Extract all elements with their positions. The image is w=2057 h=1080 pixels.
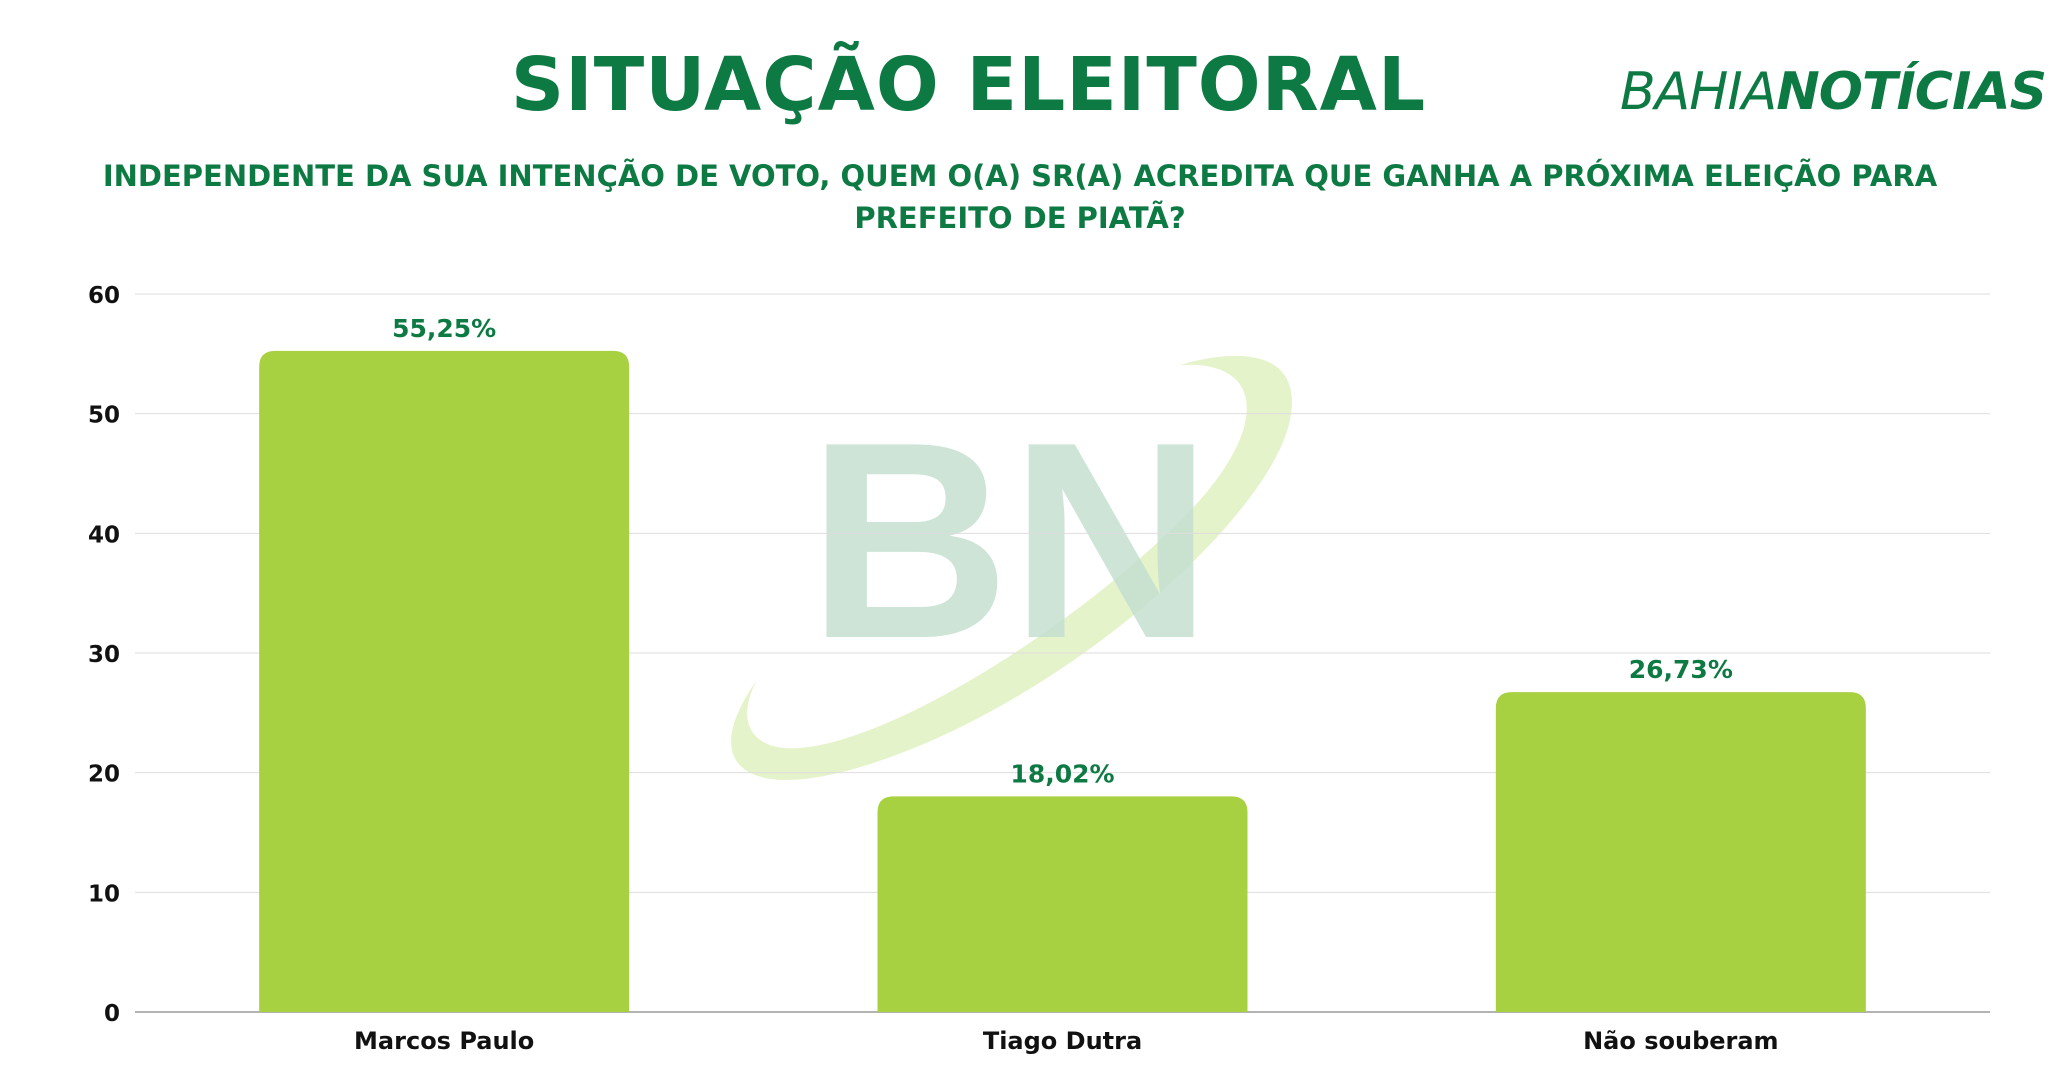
page-title: SITUAÇÃO ELEITORAL (510, 42, 1427, 128)
y-tick-label: 30 (88, 642, 120, 668)
watermark-text: BN (808, 385, 1212, 697)
brand-part2: NOTÍCIAS (1776, 62, 2047, 122)
bar (259, 350, 630, 1012)
category-label: Não souberam (1583, 1027, 1778, 1055)
data-label: 18,02% (1010, 759, 1114, 788)
y-tick-label: 60 (88, 283, 120, 309)
bar (1495, 692, 1866, 1012)
chart-subtitle: INDEPENDENTE DA SUA INTENÇÃO DE VOTO, QU… (102, 159, 1938, 236)
data-label: 26,73% (1629, 655, 1733, 684)
y-tick-label: 20 (88, 762, 120, 788)
bar (877, 796, 1248, 1012)
category-label: Tiago Dutra (983, 1027, 1142, 1055)
y-tick-label: 10 (88, 881, 120, 907)
category-label: Marcos Paulo (354, 1027, 534, 1055)
y-tick-label: 0 (104, 1001, 120, 1027)
data-label: 55,25% (392, 314, 496, 343)
watermark-swoosh (731, 355, 1292, 780)
y-tick-label: 50 (88, 403, 120, 429)
brand-part1: BAHIA (1620, 62, 1777, 122)
y-tick-label: 40 (88, 522, 120, 548)
brand-logo: BAHIANOTÍCIAS (1620, 62, 2047, 122)
